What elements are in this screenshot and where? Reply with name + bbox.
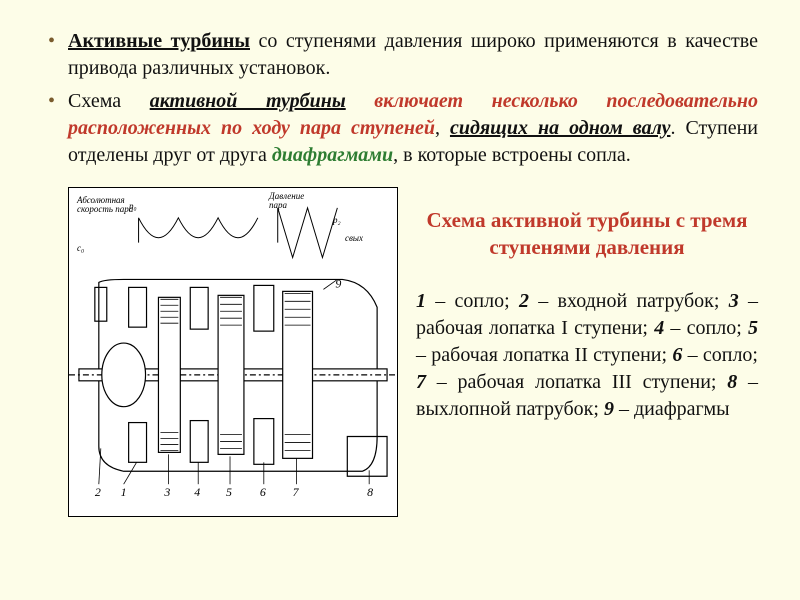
b2g: диафрагмами (272, 144, 393, 166)
b2b: активной турбины (150, 90, 346, 112)
turbine-diagram: 1 2 3 4 5 6 7 8 9 Абсолют (68, 187, 398, 517)
svg-text:7: 7 (293, 485, 300, 499)
svg-text:2: 2 (95, 485, 101, 499)
b2d: , (435, 117, 450, 139)
ln1: 1 (416, 290, 426, 312)
svg-text:4: 4 (194, 485, 200, 499)
right-column: Схема активной турбины с тремя ступенями… (416, 187, 758, 517)
fig-label-c0: c₀ (77, 244, 84, 253)
lt6: – сопло; (682, 344, 758, 366)
svg-text:1: 1 (121, 485, 127, 499)
bullet-1: Активные турбины со ступенями давления ш… (42, 28, 758, 82)
lt4: – сопло; (664, 317, 748, 339)
bullet-2: Схема активной турбины включает нескольк… (42, 88, 758, 169)
lower-row: 1 2 3 4 5 6 7 8 9 Абсолют (42, 187, 758, 517)
fig-label-p0: p₀ (129, 202, 137, 211)
svg-text:6: 6 (260, 485, 266, 499)
ln2: 2 (519, 290, 529, 312)
lt5: – рабочая лопатка II ступени; (416, 344, 672, 366)
figure-caption: Схема активной турбины с тремя ступенями… (416, 207, 758, 262)
svg-text:3: 3 (163, 485, 170, 499)
fig-label-pressure: Давление пара (269, 192, 324, 211)
svg-text:8: 8 (367, 485, 373, 499)
bullet-list: Активные турбины со ступенями давления ш… (42, 28, 758, 169)
fig-label-p2: p₂ (333, 216, 341, 225)
b2h: , в которые встроены сопла. (393, 144, 631, 166)
ln7: 7 (416, 371, 426, 393)
b2a: Схема (68, 90, 150, 112)
ln4: 4 (654, 317, 664, 339)
b2e: сидящих на одном валу (450, 117, 671, 139)
legend: 1 – сопло; 2 – входной патрубок; 3 – раб… (416, 288, 758, 423)
ln8: 8 (727, 371, 737, 393)
svg-text:5: 5 (226, 485, 232, 499)
term-active-turbines: Активные турбины (68, 30, 250, 52)
ln9: 9 (604, 398, 614, 420)
fig-label-cout: cвых (345, 234, 363, 243)
lt9: – диафрагмы (614, 398, 730, 420)
lt7: – рабочая лопатка III ступени; (426, 371, 727, 393)
ln5: 5 (748, 317, 758, 339)
ln6: 6 (672, 344, 682, 366)
fig-label-velocity: Абсолютная скорость пара (77, 196, 137, 215)
lt2: – входной патрубок; (529, 290, 729, 312)
lt1: – сопло; (426, 290, 519, 312)
svg-text:9: 9 (335, 276, 341, 290)
ln3: 3 (729, 290, 739, 312)
